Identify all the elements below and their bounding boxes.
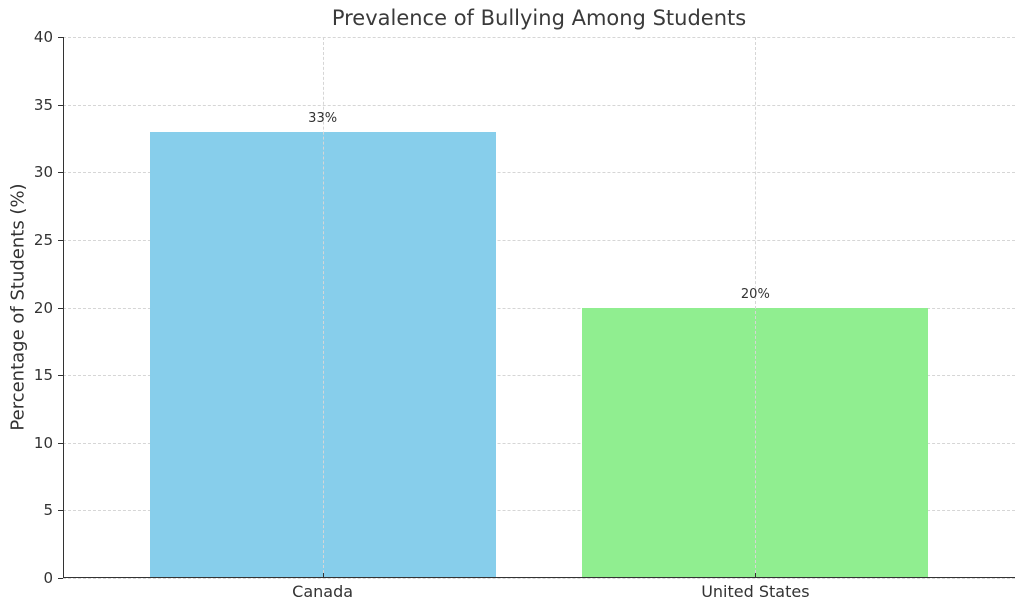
grid-line-horizontal — [63, 104, 1015, 106]
plot-area: 33% 20% 0 5 10 15 20 25 30 35 40 Canada United State… — [34, 28, 1015, 601]
y-tick-label: 20 — [33, 298, 53, 317]
x-tick-label: Canada — [292, 582, 354, 601]
bar-value-label: 33% — [308, 110, 338, 126]
grid-line-vertical — [755, 37, 757, 578]
grid-line-horizontal — [63, 37, 1015, 38]
y-tick — [58, 37, 63, 38]
grid-line-horizontal — [63, 510, 1015, 512]
x-tick — [755, 573, 757, 578]
y-tick-label: 0 — [43, 569, 53, 587]
y-tick-label: 35 — [33, 95, 53, 114]
bar-value-label: 20% — [740, 286, 770, 302]
x-tick — [322, 573, 324, 578]
y-tick-label: 30 — [33, 163, 53, 182]
chart-title: Prevalence of Bullying Among Students — [331, 6, 747, 30]
grid-line-horizontal — [63, 578, 1015, 579]
bar-united-states — [582, 307, 929, 578]
y-tick — [58, 375, 63, 377]
y-tick-label: 5 — [43, 501, 53, 520]
y-tick-label: 25 — [33, 230, 53, 249]
y-tick — [58, 578, 63, 579]
y-tick-label: 15 — [33, 366, 53, 385]
grid-line-horizontal — [63, 442, 1015, 444]
y-tick — [58, 307, 63, 309]
y-tick-label: 40 — [33, 28, 53, 46]
y-tick — [58, 239, 63, 241]
x-axis-line — [63, 577, 1015, 578]
bar-canada — [149, 131, 496, 578]
grid-line-horizontal — [63, 172, 1015, 174]
y-axis-line — [63, 37, 64, 578]
y-tick — [58, 442, 63, 444]
grid-line-horizontal — [63, 307, 1015, 309]
y-tick — [58, 510, 63, 512]
y-tick — [58, 104, 63, 106]
grid-line-horizontal — [63, 239, 1015, 241]
y-axis-label: Percentage of Students (%) — [7, 183, 29, 431]
grid-line-horizontal — [63, 375, 1015, 377]
x-tick-label: United States — [701, 582, 810, 601]
grid-line-vertical — [322, 37, 324, 578]
y-tick-label: 10 — [33, 433, 53, 452]
y-tick — [58, 172, 63, 174]
